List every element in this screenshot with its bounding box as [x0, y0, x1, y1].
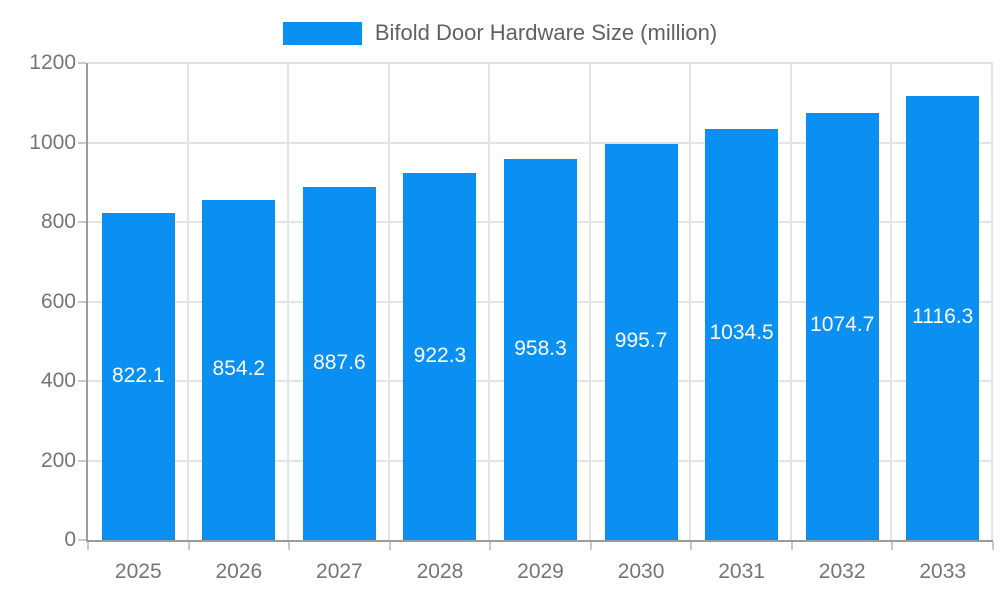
y-gridline [88, 62, 993, 64]
legend[interactable]: Bifold Door Hardware Size (million) [0, 20, 1000, 46]
x-axis-tick [388, 542, 391, 550]
x-gridline [488, 63, 491, 540]
y-axis-tick [78, 380, 86, 382]
x-axis-tick [187, 542, 190, 550]
x-axis-label: 2027 [316, 560, 363, 583]
bar [705, 128, 779, 540]
bar-value-label: 958.3 [514, 336, 567, 360]
y-axis-tick [78, 300, 86, 303]
bar-value-label: 854.2 [212, 357, 266, 381]
bar-value-label: 1074.7 [810, 313, 875, 337]
x-axis-tick [992, 542, 994, 550]
x-axis-label: 2032 [818, 560, 866, 583]
y-axis-tick [78, 221, 86, 223]
legend-label: Bifold Door Hardware Size (million) [374, 20, 718, 45]
y-axis-tick [78, 459, 86, 462]
bar [805, 112, 879, 540]
y-axis-label: 600 [40, 289, 76, 313]
x-axis-tick [489, 542, 492, 550]
x-gridline [186, 63, 189, 540]
x-gridline [689, 63, 692, 540]
x-axis-label: 2026 [215, 560, 263, 583]
y-axis-tick [78, 539, 86, 541]
x-gridline [588, 63, 591, 540]
y-axis-tick [78, 141, 86, 144]
x-gridline [890, 63, 893, 540]
bar [504, 159, 577, 540]
x-axis-tick [87, 542, 89, 550]
x-gridline [789, 63, 792, 540]
plot-area: 0 200 400 600 800 1000 1200 822.1 2025 854.2 2026 8… [29, 51, 994, 583]
x-axis-tick [891, 542, 894, 550]
bar [604, 144, 678, 540]
bar [101, 213, 175, 540]
x-axis-label: 2030 [617, 560, 665, 583]
x-axis-label: 2031 [718, 560, 765, 583]
bar-value-label: 1034.5 [709, 321, 774, 345]
bar-value-label: 1116.3 [912, 305, 974, 329]
bar [202, 200, 276, 540]
x-axis-tick [288, 542, 291, 550]
x-axis-label: 2033 [919, 560, 967, 583]
x-gridline [387, 63, 390, 540]
x-axis-label: 2028 [416, 560, 464, 583]
bar-value-label: 995.7 [614, 329, 668, 353]
x-axis-label: 2025 [114, 560, 162, 583]
y-axis-label: 400 [40, 369, 76, 392]
bar [403, 173, 477, 540]
y-gridline [88, 141, 993, 144]
x-gridline [991, 63, 993, 540]
y-axis-label: 200 [40, 448, 76, 472]
y-axis-label: 1000 [29, 130, 76, 154]
x-axis-tick [589, 542, 592, 550]
x-axis-tick [690, 542, 693, 550]
bar-value-label: 887.6 [313, 350, 366, 374]
y-axis-label: 0 [64, 528, 76, 551]
bar [302, 187, 376, 540]
y-axis-label: 800 [40, 210, 76, 233]
legend-swatch [282, 21, 362, 45]
x-axis-label: 2029 [517, 560, 564, 583]
bar [906, 96, 980, 540]
x-axis-tick [790, 542, 793, 550]
y-axis-tick [78, 62, 86, 64]
x-gridline [287, 63, 290, 540]
bar-value-label: 922.3 [413, 343, 467, 367]
bar-value-label: 822.1 [111, 363, 165, 387]
y-axis-label: 1200 [29, 51, 76, 74]
